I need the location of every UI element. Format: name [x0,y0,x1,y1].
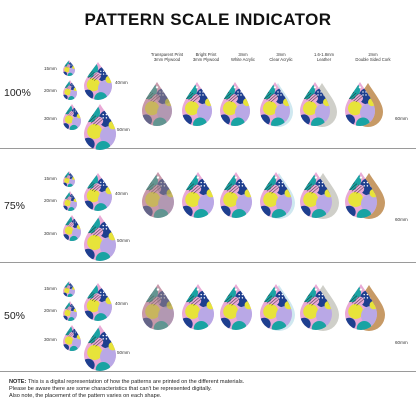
size-label-15mm: 15mm [44,286,57,291]
sample-drop-15mm [63,60,75,76]
sample-drop-15mm [63,281,75,297]
row-divider [0,371,416,372]
size-label-20mm: 20mm [44,308,57,313]
swatch-leather [300,284,339,331]
sample-drop-50mm [84,325,116,371]
column-header-transparent-plywood: Transparent Print 3mm Plywood [139,52,195,62]
size-label-20mm: 20mm [44,88,57,93]
column-header-leather: 1.6-1.8mm Leather [296,52,352,62]
scale-label-75: 75% [4,200,26,212]
size-label-20mm: 20mm [44,198,57,203]
swatch-bright-plywood [182,284,214,330]
sample-drop-50mm [84,104,116,150]
sample-drop-50mm [84,215,116,261]
size-label-50mm: 50mm [117,350,130,355]
size-label-15mm: 15mm [44,66,57,71]
note-label: NOTE: [9,379,27,385]
size-label-40mm: 40mm [115,191,128,196]
sample-drop-30mm [63,325,81,351]
swatch-white-acrylic [220,172,252,218]
size-label-15mm: 15mm [44,176,57,181]
size-label-30mm: 30mm [44,231,57,236]
sample-drop-15mm [63,171,75,187]
size-label-60mm: 60mm [395,116,408,121]
swatch-transparent-plywood [142,172,174,218]
column-header-bright-plywood: Bright Print 3mm Plywood [178,52,234,62]
swatch-cork [345,82,383,127]
column-header-line1: 3mm [238,52,248,57]
page-title: PATTERN SCALE INDICATOR [84,10,332,29]
size-label-40mm: 40mm [115,301,128,306]
column-header-line1: Transparent Print [150,52,184,57]
sample-drop-30mm [63,104,81,130]
column-header-white-acrylic: 3mm White Acrylic [215,52,271,62]
sample-drop-40mm [84,283,112,321]
column-header-line1: Bright Print [195,52,217,57]
swatch-transparent-plywood [142,284,174,330]
column-header-cork: 2mm Double Sided Cork [345,52,401,62]
note-line3: Also note, the placement of the pattern … [9,393,162,399]
swatch-white-acrylic [220,82,250,126]
scale-label-50: 50% [4,310,26,322]
row-divider [0,148,416,149]
swatch-bright-plywood [182,82,212,126]
note-line1: This is a digital representation of how … [27,379,245,385]
size-label-40mm: 40mm [115,80,128,85]
swatch-cork [345,172,385,219]
note-line2: Please be aware there are some character… [9,386,212,392]
sample-drop-20mm [63,191,77,211]
column-header-clear-acrylic: 3mm Clear Acrylic [253,52,309,62]
swatch-white-acrylic [220,284,252,330]
swatch-clear-acrylic [260,82,293,127]
swatch-transparent-plywood [142,82,172,126]
column-header-line2: 3mm Plywood [192,57,220,62]
size-label-60mm: 60mm [395,340,408,345]
swatch-cork [345,284,385,331]
scale-label-100: 100% [4,87,31,99]
size-label-30mm: 30mm [44,337,57,342]
size-label-60mm: 60mm [395,217,408,222]
sample-drop-40mm [84,173,112,211]
swatch-clear-acrylic [260,284,295,331]
sample-drop-40mm [84,62,112,100]
column-header-line2: Clear Acrylic [269,57,293,62]
size-label-30mm: 30mm [44,116,57,121]
column-header-line2: Leather [316,57,332,62]
size-label-50mm: 50mm [117,238,130,243]
column-header-line2: Double Sided Cork [355,57,391,62]
sample-drop-20mm [63,301,77,321]
column-header-line1: 3mm [276,52,286,57]
swatch-clear-acrylic [260,172,295,219]
size-label-50mm: 50mm [117,127,130,132]
swatch-leather [300,82,337,127]
row-divider [0,262,416,263]
footer-note: NOTE: This is a digital representation o… [9,379,409,400]
column-header-line2: White Acrylic [231,57,255,62]
column-header-line1: 2mm [368,52,378,57]
swatch-bright-plywood [182,172,214,218]
sample-drop-20mm [63,80,77,100]
swatch-leather [300,172,339,219]
sample-drop-30mm [63,215,81,241]
column-header-line2: 3mm Plywood [153,57,181,62]
column-header-line1: 1.6-1.8mm [313,52,334,57]
